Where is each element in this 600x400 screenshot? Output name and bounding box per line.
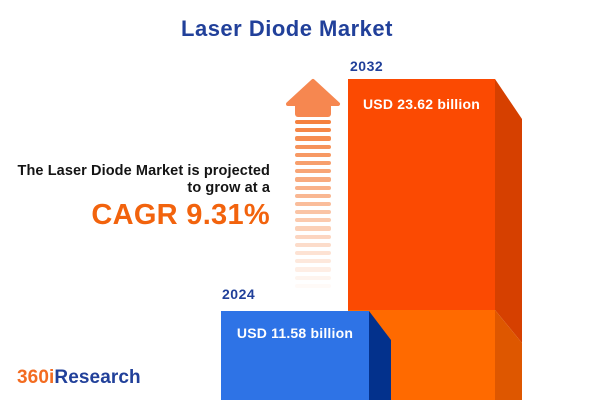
arrow-stripe [295,210,331,215]
arrow-stripe [295,128,331,133]
year-label-2032: 2032 [350,58,384,74]
growth-arrow-icon [286,79,340,117]
arrow-stripe [295,275,331,280]
tagline-line-1: The Laser Diode Market is projected [17,163,270,179]
tagline-block: The Laser Diode Market is projected to g… [18,163,271,231]
arrow-stripe [295,218,331,223]
arrow-stripe [295,234,331,239]
arrow-stripe [295,177,331,182]
bar-2024-value-label: USD 11.58 billion [236,325,354,341]
bar-2032-side-face-upper [495,79,522,343]
brand-logo: 360iResearch [17,367,141,389]
arrow-stripe [295,120,331,125]
arrow-stripe [295,136,331,141]
arrow-stripe [295,259,331,264]
bar-2024-side-face [369,311,391,400]
bar-2024-front-face [221,311,369,400]
arrow-stripe [295,169,331,174]
growth-arrow-fading-stripes [295,120,331,294]
arrow-stripe [295,160,331,166]
arrow-stripe [295,242,331,247]
bar-2032-value-label: USD 23.62 billion [363,96,480,112]
arrow-stripe [295,201,331,207]
arrow-stripe [295,283,331,288]
brand-logo-research: Research [54,367,141,388]
page-title: Laser Diode Market [181,16,393,41]
brand-logo-360i: 360i [17,367,55,388]
arrow-stripe [295,144,331,149]
arrow-stripe [295,267,331,272]
arrow-stripe [295,193,331,198]
arrow-stripe [295,251,331,256]
arrow-stripe [295,226,331,231]
arrow-stripe [295,152,331,157]
year-label-2024: 2024 [222,286,256,302]
bar-2024: USD 11.58 billion [221,311,391,400]
arrow-stripe [295,185,331,190]
tagline-line-2: to grow at a [187,180,270,196]
cagr-value: CAGR 9.31% [91,199,270,231]
